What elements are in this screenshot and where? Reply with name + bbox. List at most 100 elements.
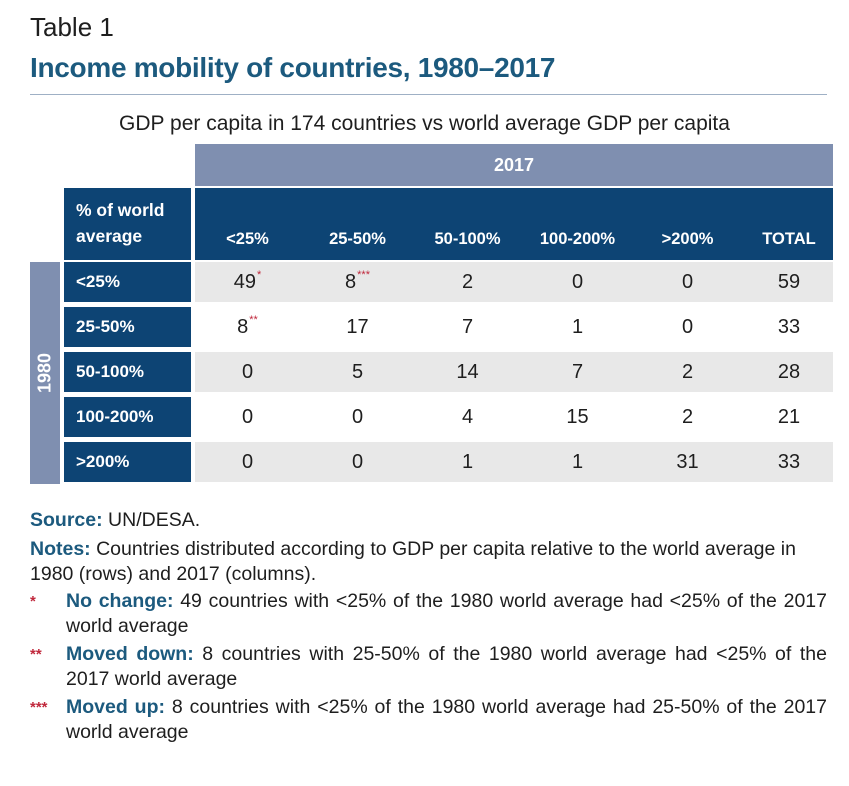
table-cell: 21: [745, 397, 833, 437]
table-cell: 49 *: [195, 262, 300, 302]
cell-value: 7: [461, 315, 474, 338]
cell-value: 2: [681, 405, 694, 428]
footnote-text: 49 countries with <25% of the 1980 world…: [66, 590, 827, 637]
footnote-mark: ***: [30, 699, 48, 716]
table-cell: 4: [415, 397, 520, 437]
cell-value: 0: [571, 270, 584, 293]
footnote-label: Moved down:: [66, 643, 194, 665]
notes-line: Notes: Countries distributed according t…: [30, 537, 827, 587]
cell-value: 0: [241, 405, 254, 428]
table-cell: 14: [415, 352, 520, 392]
cell-value: 49: [233, 270, 256, 293]
corner-header-line1: % of world: [76, 200, 165, 220]
page-title: Income mobility of countries, 1980–2017: [30, 52, 556, 83]
table-cell: 17: [305, 307, 410, 347]
footnote-text: 8 countries with 25-50% of the 1980 worl…: [66, 643, 827, 690]
notes-label: Notes:: [30, 538, 91, 560]
cell-value: 0: [241, 450, 254, 473]
table-cell: 33: [745, 307, 833, 347]
footnote-no-change: * No change: 49 countries with <25% of th…: [30, 589, 827, 639]
cell-value: 8: [345, 270, 357, 293]
row-group-label: 1980: [34, 352, 55, 394]
table-cell: 15: [525, 397, 630, 437]
cell-value: 0: [681, 315, 694, 338]
cell-value: 33: [777, 315, 801, 338]
cell-value: 17: [346, 315, 369, 338]
cell-value: 31: [676, 450, 699, 473]
row-group-header: 1980: [30, 262, 60, 484]
cell-value: 8: [237, 315, 249, 338]
notes-section: Source: UN/DESA. Notes: Countries distri…: [30, 508, 827, 745]
table-cell: 0: [305, 397, 410, 437]
table-cell: 8 **: [195, 307, 300, 347]
cell-value: 0: [351, 405, 364, 428]
table-cell: 31: [635, 442, 740, 482]
cell-value: 0: [681, 270, 694, 293]
column-header: 50-100%: [434, 230, 501, 248]
source-text: UN/DESA.: [102, 509, 201, 531]
source-line: Source: UN/DESA.: [30, 508, 827, 533]
footnote-marker: *: [256, 269, 262, 281]
row-header: 50-100%: [64, 352, 191, 392]
table-cell: 0: [195, 442, 300, 482]
table-row: [195, 262, 833, 302]
cell-value: 5: [351, 360, 364, 383]
cell-value: 15: [566, 405, 589, 428]
title-divider: [30, 94, 827, 95]
table-row: [195, 397, 833, 437]
cell-value: 1: [571, 450, 584, 473]
source-label: Source:: [30, 509, 103, 531]
cell-value: 7: [571, 360, 584, 383]
notes-text: Countries distributed according to GDP p…: [30, 538, 796, 585]
table-cell: 2: [635, 397, 740, 437]
table-cell: 59: [745, 262, 833, 302]
table-cell: 0: [195, 352, 300, 392]
table-cell: 8 ***: [305, 262, 410, 302]
row-header: 25-50%: [64, 307, 191, 347]
corner-header-line2: average: [76, 226, 143, 246]
table-cell: 7: [525, 352, 630, 392]
cell-value: 2: [681, 360, 694, 383]
row-header: <25%: [64, 262, 191, 302]
column-header: <25%: [226, 230, 269, 248]
table-row: [195, 307, 833, 347]
row-header: >200%: [64, 442, 191, 482]
table-cell: 0: [525, 262, 630, 302]
column-header: 25-50%: [329, 230, 386, 248]
table-cell: 2: [635, 352, 740, 392]
column-header-bar: [195, 188, 833, 260]
cell-value: 28: [777, 360, 801, 383]
table-subtitle: GDP per capita in 174 countries vs world…: [119, 112, 730, 135]
cell-value: 1: [571, 315, 584, 338]
table-cell: 0: [305, 442, 410, 482]
table-cell: 33: [745, 442, 833, 482]
table-cell: 1: [525, 442, 630, 482]
footnote-label: Moved up:: [66, 696, 165, 718]
table-row: [195, 352, 833, 392]
cell-value: 33: [777, 450, 801, 473]
cell-value: 21: [777, 405, 801, 428]
column-header: TOTAL: [762, 230, 816, 248]
table-cell: 5: [305, 352, 410, 392]
table-cell: 2: [415, 262, 520, 302]
table-cell: 0: [195, 397, 300, 437]
table-cell: 1: [415, 442, 520, 482]
footnote-moved-up: *** Moved up: 8 countries with <25% of th…: [30, 695, 827, 745]
corner-header: % of world average: [64, 188, 191, 260]
cell-value: 2: [461, 270, 474, 293]
cell-value: 14: [456, 360, 479, 383]
footnote-marker: ***: [357, 269, 370, 281]
cell-value: 59: [777, 270, 801, 293]
footnote-mark: **: [30, 646, 42, 663]
footnote-mark: *: [30, 593, 36, 610]
table-row: [195, 442, 833, 482]
column-header: 100-200%: [539, 230, 616, 248]
cell-value: 0: [241, 360, 254, 383]
footnote-text: 8 countries with <25% of the 1980 world …: [66, 696, 827, 743]
footnote-label: No change:: [66, 590, 174, 612]
row-header: 100-200%: [64, 397, 191, 437]
footnote-marker: **: [249, 314, 258, 326]
table-cell: 1: [525, 307, 630, 347]
table-label: Table 1: [30, 12, 114, 42]
column-header: >200%: [661, 230, 714, 248]
